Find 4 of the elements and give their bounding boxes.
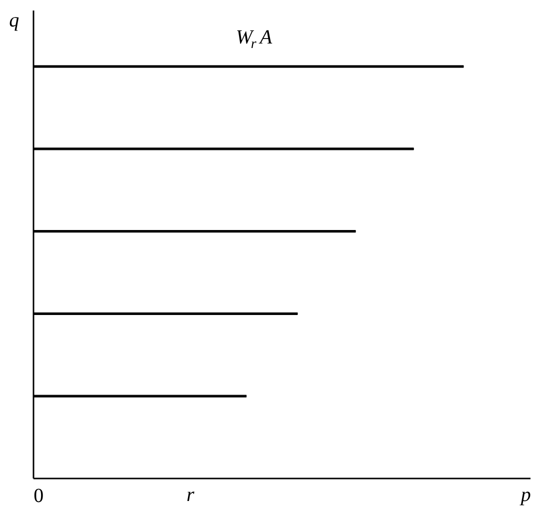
text: r xyxy=(186,484,195,506)
y-axis-title: q xyxy=(9,9,20,32)
x-axis-title: p xyxy=(518,484,531,506)
text: 0 xyxy=(34,484,44,507)
